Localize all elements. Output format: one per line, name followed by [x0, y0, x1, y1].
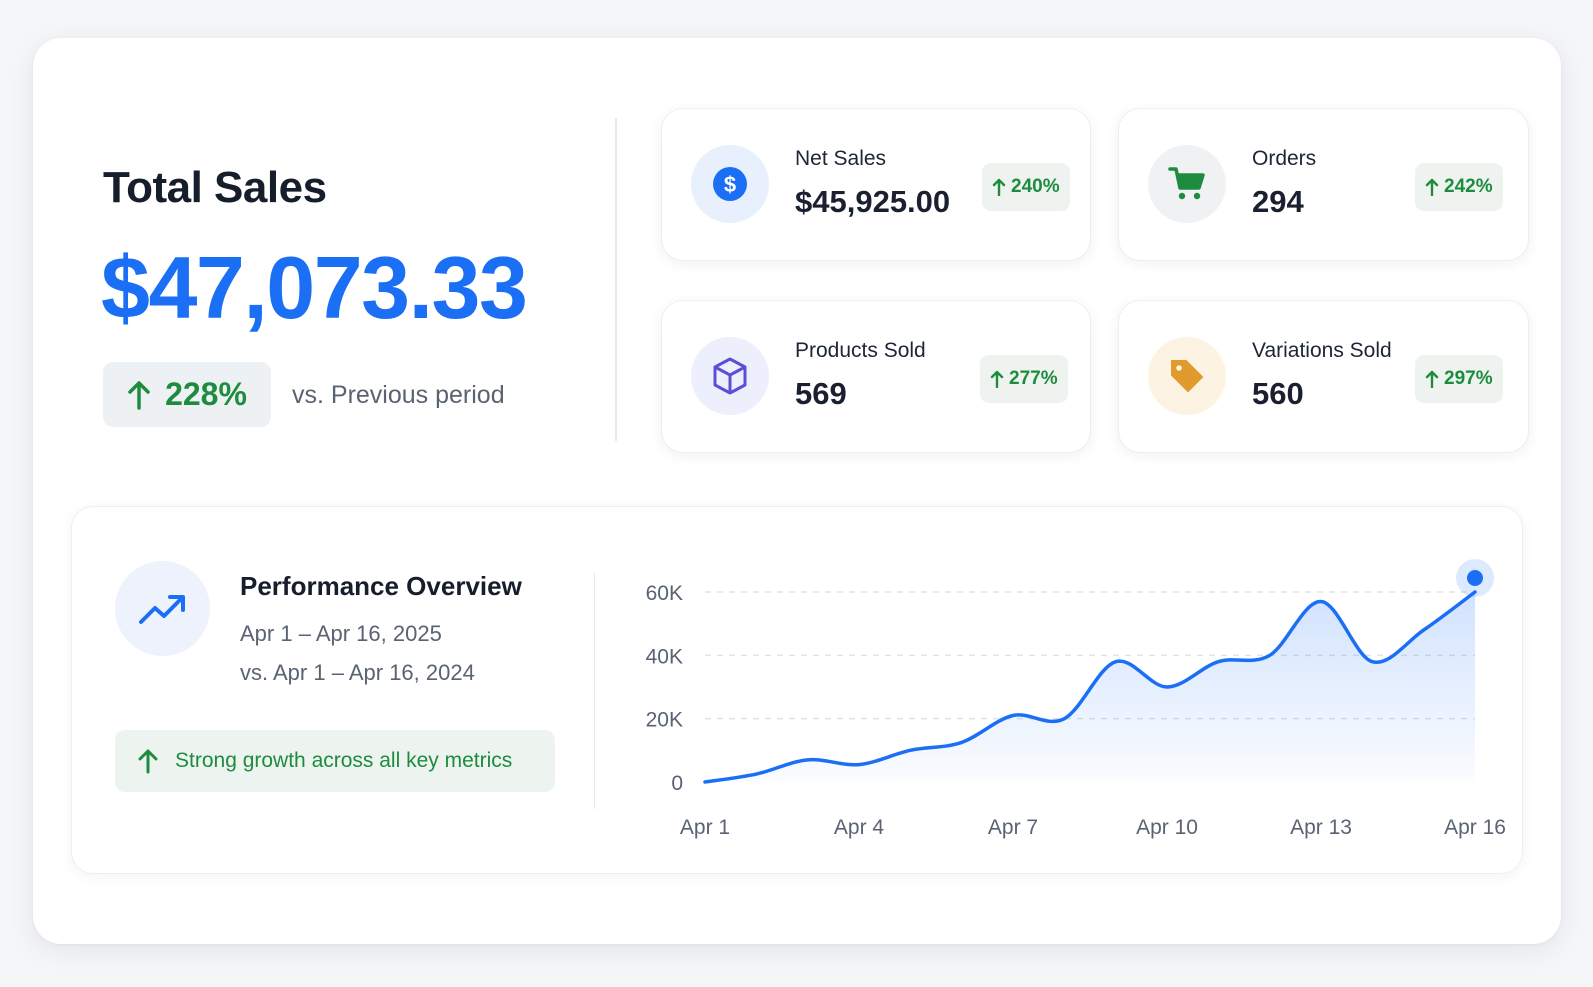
arrow-up-icon — [1425, 370, 1439, 388]
metric-change-value: 277% — [1009, 368, 1058, 389]
comparison-label: vs. Previous period — [292, 381, 505, 409]
metric-value: 560 — [1252, 376, 1304, 411]
metric-change-value: 297% — [1444, 368, 1493, 389]
trending-up-icon — [115, 561, 210, 656]
metric-label: Net Sales — [795, 147, 887, 170]
performance-note-text: Strong growth across all key metrics — [175, 749, 513, 772]
metric-label: Products Sold — [795, 339, 926, 362]
performance-note: Strong growth across all key metrics — [115, 730, 555, 792]
total-sales-growth-badge: 228% — [103, 362, 271, 427]
performance-panel: Performance Overview Apr 1 – Apr 16, 202… — [71, 506, 1523, 874]
total-sales-growth-value: 228% — [165, 376, 247, 412]
metric-card-orders[interactable]: Orders 294 242% — [1118, 108, 1529, 261]
tag-icon — [1148, 337, 1226, 415]
metric-value: 569 — [795, 376, 847, 411]
metric-card-net-sales[interactable]: $ Net Sales $45,925.00 240% — [661, 108, 1091, 261]
performance-divider — [594, 573, 595, 809]
performance-title: Performance Overview — [240, 571, 522, 601]
arrow-up-icon — [992, 178, 1006, 196]
metric-value: $45,925.00 — [795, 184, 951, 219]
arrow-up-icon — [990, 370, 1004, 388]
arrow-up-icon — [128, 380, 150, 410]
metric-change-badge: 297% — [1415, 355, 1503, 403]
metric-change-badge: 240% — [982, 163, 1070, 211]
performance-compare-range: vs. Apr 1 – Apr 16, 2024 — [240, 660, 475, 685]
svg-text:$: $ — [724, 172, 736, 197]
metric-card-variations-sold[interactable]: Variations Sold 560 297% — [1118, 300, 1529, 453]
metric-value: 294 — [1252, 184, 1304, 219]
section-divider — [615, 118, 617, 441]
dollar-icon: $ — [691, 145, 769, 223]
performance-date-range: Apr 1 – Apr 16, 2025 — [240, 621, 442, 646]
metric-card-products-sold[interactable]: Products Sold 569 277% — [661, 300, 1091, 453]
arrow-up-icon — [1425, 178, 1439, 196]
metric-change-value: 242% — [1444, 176, 1493, 197]
arrow-up-icon — [138, 749, 158, 774]
metric-label: Orders — [1252, 147, 1317, 170]
metric-change-badge: 277% — [980, 355, 1068, 403]
metric-change-badge: 242% — [1415, 163, 1503, 211]
cart-icon — [1148, 145, 1226, 223]
box-icon — [691, 337, 769, 415]
metric-label: Variations Sold — [1252, 339, 1392, 362]
total-sales-value: $47,073.33 — [101, 238, 528, 337]
metric-change-value: 240% — [1011, 176, 1060, 197]
total-sales-title: Total Sales — [103, 163, 327, 212]
